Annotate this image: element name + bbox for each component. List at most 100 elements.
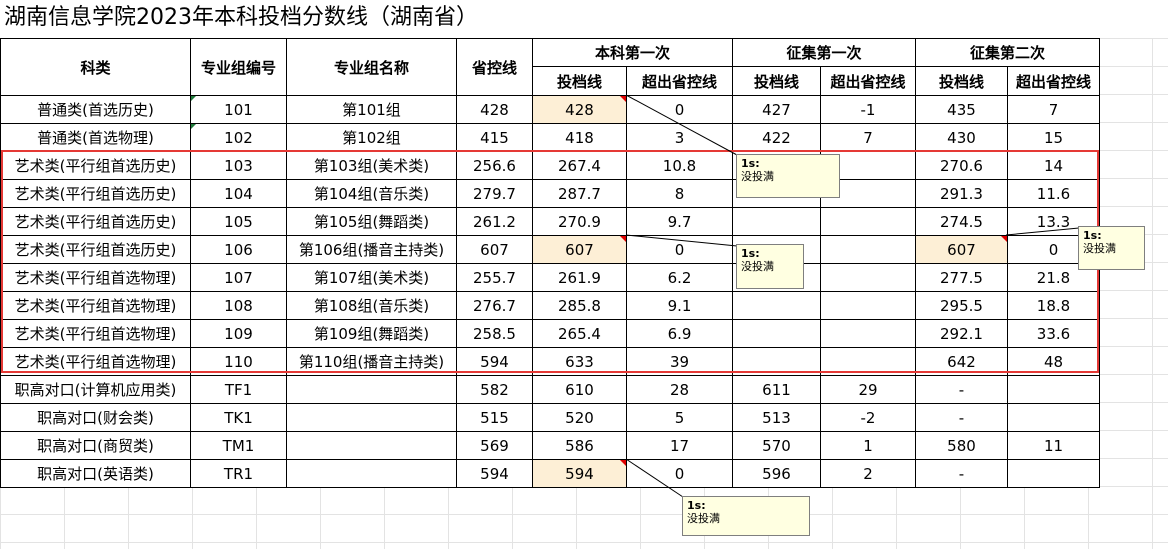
cell-supp2-over[interactable]: 48: [1007, 347, 1100, 376]
cell-supp2-cutoff[interactable]: 642: [915, 347, 1008, 376]
cell-group-name[interactable]: 第107组(美术类): [286, 263, 457, 292]
cell-category[interactable]: 艺术类(平行组首选历史): [0, 235, 191, 264]
cell-category[interactable]: 艺术类(平行组首选历史): [0, 179, 191, 208]
cell-provincial-line[interactable]: 607: [456, 235, 533, 264]
cell-round1-cutoff[interactable]: 586: [532, 431, 627, 460]
cell-group-code[interactable]: TR1: [190, 459, 287, 488]
cell-round1-cutoff[interactable]: 428: [532, 95, 627, 124]
cell-category[interactable]: 职高对口(商贸类): [0, 431, 191, 460]
cell-provincial-line[interactable]: 255.7: [456, 263, 533, 292]
cell-provincial-line[interactable]: 256.6: [456, 151, 533, 180]
cell-provincial-line[interactable]: 258.5: [456, 319, 533, 348]
cell-category[interactable]: 艺术类(平行组首选物理): [0, 347, 191, 376]
cell-round1-cutoff[interactable]: 267.4: [532, 151, 627, 180]
cell-provincial-line[interactable]: 428: [456, 95, 533, 124]
cell-category[interactable]: 艺术类(平行组首选物理): [0, 263, 191, 292]
cell-supp1-cutoff[interactable]: 596: [732, 459, 821, 488]
cell-supp2-cutoff[interactable]: -: [915, 459, 1008, 488]
cell-group-code[interactable]: 109: [190, 319, 287, 348]
cell-category[interactable]: 职高对口(英语类): [0, 459, 191, 488]
cell-supp2-over[interactable]: 14: [1007, 151, 1100, 180]
cell-category[interactable]: 艺术类(平行组首选历史): [0, 207, 191, 236]
cell-supp1-cutoff[interactable]: [732, 207, 821, 236]
cell-supp2-over[interactable]: [1007, 459, 1100, 488]
cell-supp1-cutoff[interactable]: 570: [732, 431, 821, 460]
cell-round1-over[interactable]: 28: [626, 375, 733, 404]
cell-round1-over[interactable]: 0: [626, 95, 733, 124]
comment-box[interactable]: 1s: 没投满: [736, 154, 840, 198]
cell-provincial-line[interactable]: 415: [456, 123, 533, 152]
cell-round1-over[interactable]: 6.9: [626, 319, 733, 348]
cell-round1-over[interactable]: 9.1: [626, 291, 733, 320]
cell-round1-cutoff[interactable]: 270.9: [532, 207, 627, 236]
cell-round1-cutoff[interactable]: 610: [532, 375, 627, 404]
cell-round1-over[interactable]: 39: [626, 347, 733, 376]
cell-round1-over[interactable]: 0: [626, 235, 733, 264]
cell-supp1-over[interactable]: [820, 235, 916, 264]
cell-supp1-cutoff[interactable]: 427: [732, 95, 821, 124]
cell-supp1-over[interactable]: -2: [820, 403, 916, 432]
cell-provincial-line[interactable]: 279.7: [456, 179, 533, 208]
comment-box[interactable]: 1s: 没投满: [682, 496, 810, 536]
cell-group-name[interactable]: 第104组(音乐类): [286, 179, 457, 208]
cell-supp2-over[interactable]: 33.6: [1007, 319, 1100, 348]
cell-round1-cutoff[interactable]: 520: [532, 403, 627, 432]
cell-supp1-over[interactable]: [820, 263, 916, 292]
cell-provincial-line[interactable]: 594: [456, 459, 533, 488]
cell-supp1-over[interactable]: [820, 319, 916, 348]
cell-category[interactable]: 艺术类(平行组首选物理): [0, 319, 191, 348]
cell-supp2-cutoff[interactable]: 435: [915, 95, 1008, 124]
cell-group-code[interactable]: 106: [190, 235, 287, 264]
cell-supp1-cutoff[interactable]: [732, 319, 821, 348]
cell-group-code[interactable]: TF1: [190, 375, 287, 404]
header-round1[interactable]: 本科第一次: [532, 38, 733, 67]
cell-supp2-over[interactable]: [1007, 375, 1100, 404]
cell-supp2-cutoff[interactable]: 430: [915, 123, 1008, 152]
cell-category[interactable]: 职高对口(财会类): [0, 403, 191, 432]
cell-supp1-over[interactable]: 1: [820, 431, 916, 460]
cell-supp2-over[interactable]: 18.8: [1007, 291, 1100, 320]
header-supp2-cutoff[interactable]: 投档线: [915, 66, 1008, 96]
cell-supp2-cutoff[interactable]: -: [915, 403, 1008, 432]
cell-supp2-over[interactable]: 15: [1007, 123, 1100, 152]
cell-supp2-cutoff[interactable]: 607: [915, 235, 1008, 264]
cell-round1-over[interactable]: 10.8: [626, 151, 733, 180]
sheet-title[interactable]: 湖南信息学院2023年本科投档分数线（湖南省）: [0, 0, 1168, 38]
cell-category[interactable]: 普通类(首选物理): [0, 123, 191, 152]
cell-group-code[interactable]: 104: [190, 179, 287, 208]
cell-supp1-over[interactable]: -1: [820, 95, 916, 124]
cell-supp1-cutoff[interactable]: 611: [732, 375, 821, 404]
cell-supp2-cutoff[interactable]: 292.1: [915, 319, 1008, 348]
cell-supp2-cutoff[interactable]: 580: [915, 431, 1008, 460]
cell-provincial-line[interactable]: 569: [456, 431, 533, 460]
cell-supp2-cutoff[interactable]: -: [915, 375, 1008, 404]
cell-round1-over[interactable]: 0: [626, 459, 733, 488]
cell-round1-over[interactable]: 6.2: [626, 263, 733, 292]
cell-round1-cutoff[interactable]: 265.4: [532, 319, 627, 348]
cell-group-name[interactable]: [286, 403, 457, 432]
cell-supp1-over[interactable]: 29: [820, 375, 916, 404]
cell-group-code[interactable]: 103: [190, 151, 287, 180]
cell-round1-cutoff[interactable]: 418: [532, 123, 627, 152]
cell-supp1-cutoff[interactable]: 513: [732, 403, 821, 432]
cell-supp1-over[interactable]: [820, 347, 916, 376]
cell-category[interactable]: 艺术类(平行组首选物理): [0, 291, 191, 320]
cell-round1-over[interactable]: 3: [626, 123, 733, 152]
cell-group-name[interactable]: 第106组(播音主持类): [286, 235, 457, 264]
cell-category[interactable]: 艺术类(平行组首选历史): [0, 151, 191, 180]
cell-round1-over[interactable]: 8: [626, 179, 733, 208]
cell-group-name[interactable]: 第102组: [286, 123, 457, 152]
cell-provincial-line[interactable]: 261.2: [456, 207, 533, 236]
cell-provincial-line[interactable]: 582: [456, 375, 533, 404]
cell-group-name[interactable]: 第110组(播音主持类): [286, 347, 457, 376]
cell-group-code[interactable]: 110: [190, 347, 287, 376]
cell-round1-over[interactable]: 5: [626, 403, 733, 432]
comment-box[interactable]: 1s: 没投满: [1078, 226, 1145, 270]
header-round1-over[interactable]: 超出省控线: [626, 66, 733, 96]
cell-supp1-cutoff[interactable]: [732, 291, 821, 320]
header-supp1-cutoff[interactable]: 投档线: [732, 66, 821, 96]
cell-supp2-cutoff[interactable]: 291.3: [915, 179, 1008, 208]
cell-round1-cutoff[interactable]: 594: [532, 459, 627, 488]
cell-group-code[interactable]: TK1: [190, 403, 287, 432]
cell-supp1-over[interactable]: 2: [820, 459, 916, 488]
